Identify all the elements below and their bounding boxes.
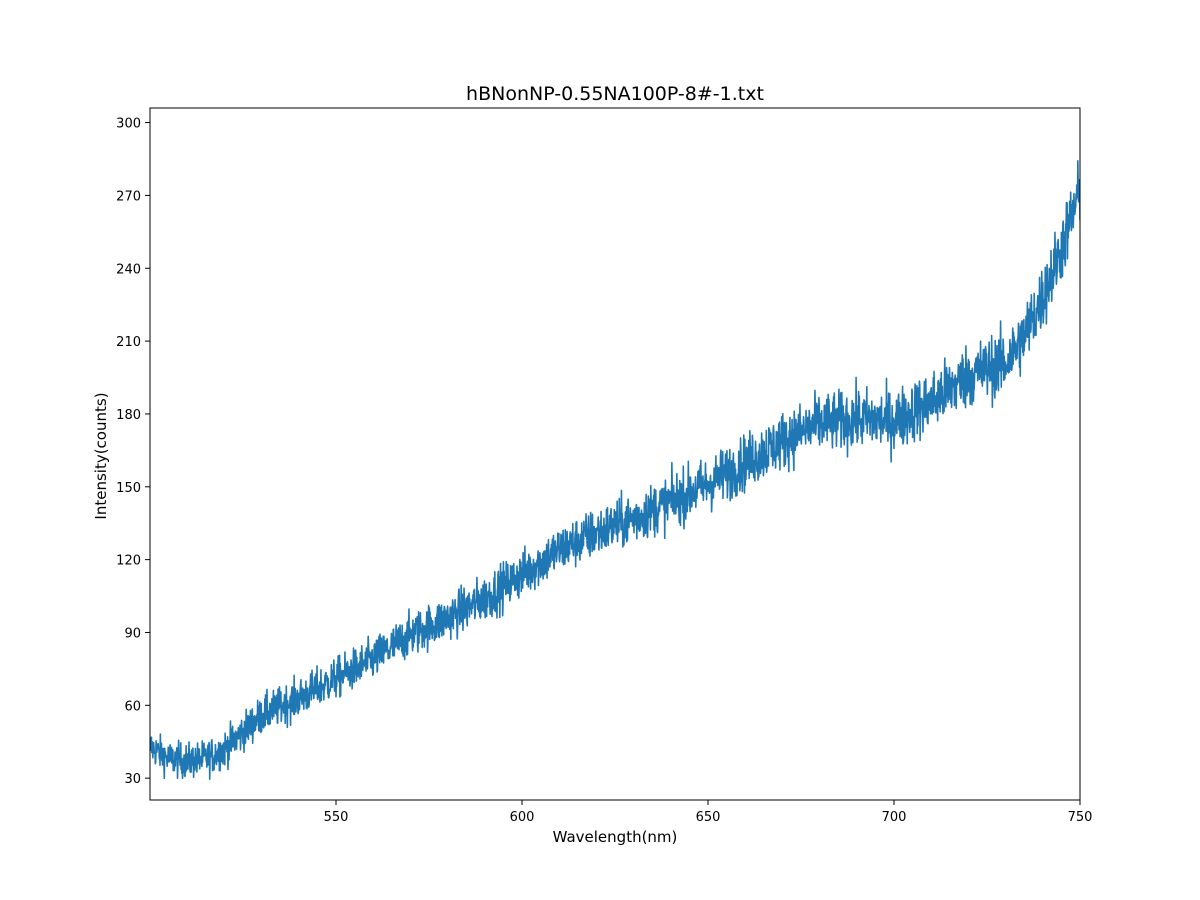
- x-tick-label: 750: [1068, 810, 1093, 825]
- y-axis-label: Intensity(counts): [92, 392, 110, 519]
- y-tick-label: 210: [116, 335, 141, 350]
- y-tick-label: 120: [116, 554, 141, 569]
- x-tick-label: 650: [696, 810, 721, 825]
- y-tick-label: 180: [116, 408, 141, 423]
- plot-frame: [149, 107, 1081, 801]
- y-tick-label: 90: [124, 626, 141, 641]
- plot-area: [149, 107, 1081, 801]
- y-tick-label: 150: [116, 481, 141, 496]
- x-tick-label: 700: [882, 810, 907, 825]
- chart-title: hBNonNP-0.55NA100P-8#-1.txt: [466, 83, 764, 105]
- intensity-series-line: [150, 159, 1080, 780]
- y-axis-ticks: 30 60 90 120 150 180 210 240 270 300: [116, 117, 150, 787]
- x-axis-ticks: 550 600 650 700 750: [324, 800, 1093, 825]
- y-tick-label: 240: [116, 262, 141, 277]
- y-tick-label: 60: [124, 699, 141, 714]
- x-axis-label: Wavelength(nm): [553, 828, 678, 846]
- y-tick-label: 300: [116, 117, 141, 132]
- x-tick-label: 600: [510, 810, 535, 825]
- y-tick-label: 270: [116, 189, 141, 204]
- y-tick-label: 30: [124, 772, 141, 787]
- x-tick-label: 550: [324, 810, 349, 825]
